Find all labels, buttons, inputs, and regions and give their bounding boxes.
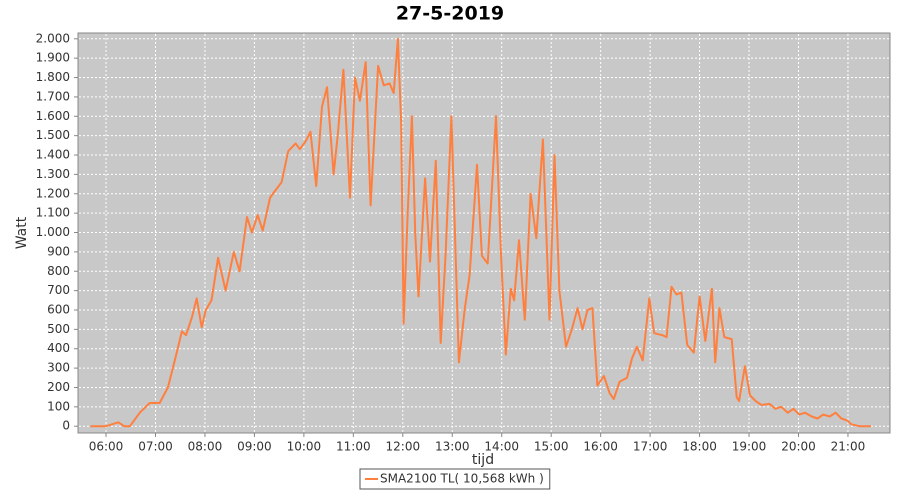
legend: SMA2100 TL( 10,568 kWh ) bbox=[359, 468, 551, 490]
x-tick-label: 18:00 bbox=[682, 440, 717, 454]
y-tick-label: 1.200 bbox=[36, 186, 70, 200]
y-tick-label: 1.300 bbox=[36, 167, 70, 181]
y-tick-label: 1.700 bbox=[36, 89, 70, 103]
x-tick-label: 17:00 bbox=[633, 440, 668, 454]
y-tick-label: 700 bbox=[47, 283, 70, 297]
x-tick-label: 09:00 bbox=[237, 440, 272, 454]
y-tick-label: 600 bbox=[47, 302, 70, 316]
y-tick-label: 1.100 bbox=[36, 206, 70, 220]
x-tick-label: 08:00 bbox=[188, 440, 223, 454]
y-tick-label: 1.900 bbox=[36, 51, 70, 65]
y-tick-label: 300 bbox=[47, 361, 70, 375]
y-tick-label: 1.800 bbox=[36, 70, 70, 84]
x-tick-label: 10:00 bbox=[287, 440, 322, 454]
y-tick-label: 0 bbox=[62, 419, 70, 433]
y-tick-label: 1.400 bbox=[36, 148, 70, 162]
x-tick-label: 20:00 bbox=[781, 440, 816, 454]
legend-box bbox=[359, 468, 551, 490]
x-axis-label: tijd bbox=[472, 452, 494, 468]
series-line bbox=[90, 37, 871, 428]
y-tick-label: 1.000 bbox=[36, 225, 70, 239]
x-tick-label: 06:00 bbox=[89, 440, 124, 454]
chart-title: 27-5-2019 bbox=[396, 3, 504, 25]
y-tick-label: 800 bbox=[47, 264, 70, 278]
y-tick-label: 1.500 bbox=[36, 128, 70, 142]
x-tick-label: 14:00 bbox=[484, 440, 519, 454]
x-tick-label: 15:00 bbox=[534, 440, 569, 454]
y-axis-label: Watt bbox=[14, 216, 30, 249]
y-tick-label: 900 bbox=[47, 244, 70, 258]
x-tick-label: 21:00 bbox=[831, 440, 866, 454]
x-tick-label: 16:00 bbox=[583, 440, 618, 454]
legend-label: SMA2100 TL( 10,568 kWh ) bbox=[380, 472, 544, 486]
y-tick-label: 1.600 bbox=[36, 109, 70, 123]
y-tick-label: 400 bbox=[47, 341, 70, 355]
y-tick-label: 100 bbox=[47, 399, 70, 413]
x-tick-label: 11:00 bbox=[336, 440, 371, 454]
x-tick-label: 13:00 bbox=[435, 440, 470, 454]
y-tick-label: 2.000 bbox=[36, 31, 70, 45]
x-tick-label: 19:00 bbox=[732, 440, 767, 454]
y-tick-label: 200 bbox=[47, 380, 70, 394]
x-tick-label: 12:00 bbox=[386, 440, 421, 454]
y-tick-label: 500 bbox=[47, 322, 70, 336]
x-tick-label: 07:00 bbox=[138, 440, 173, 454]
